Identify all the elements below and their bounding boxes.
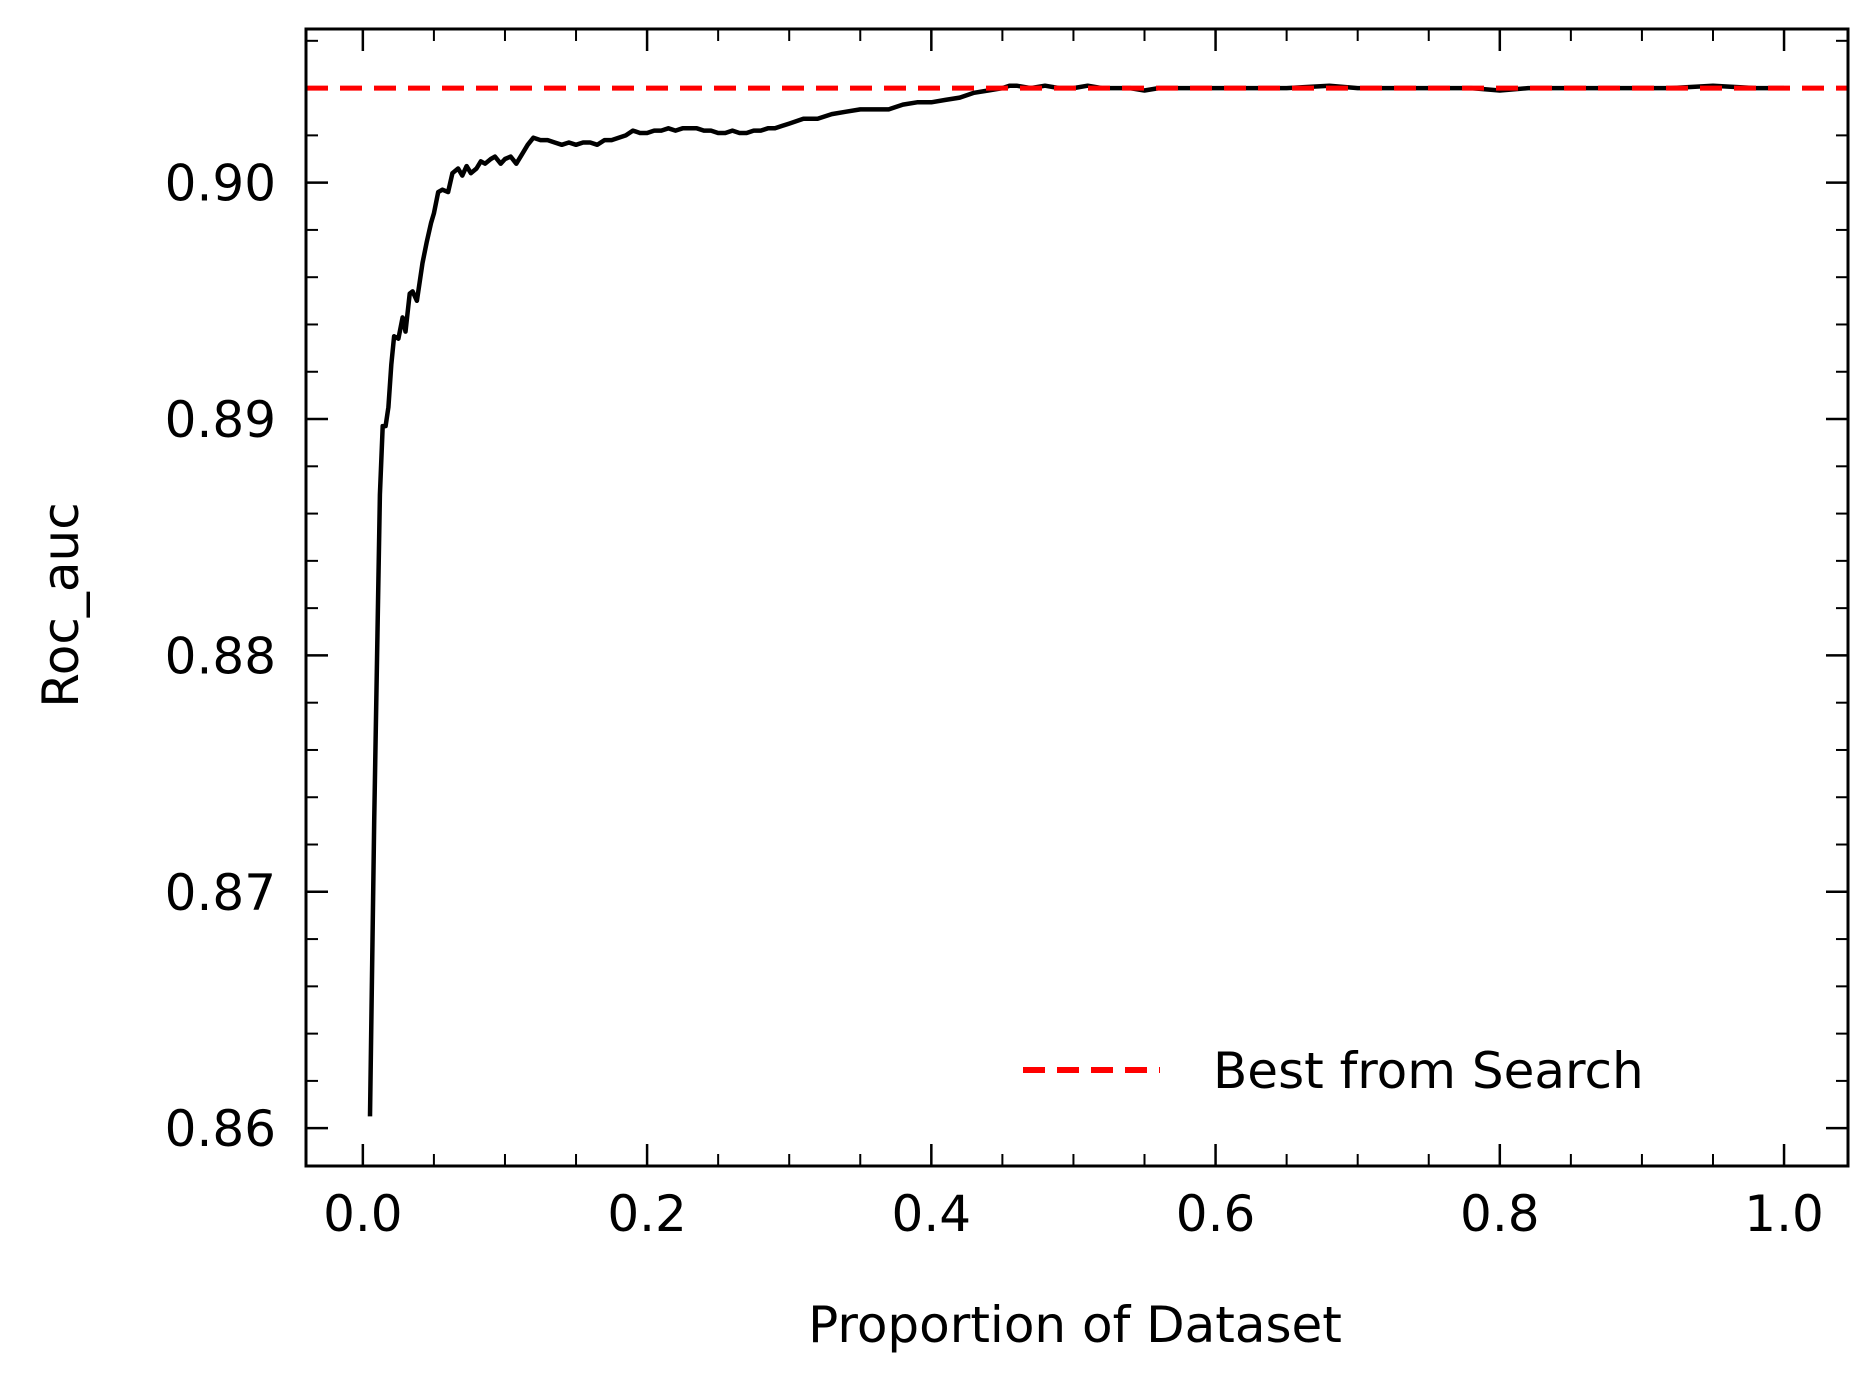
y-tick-label: 0.87 <box>165 864 276 922</box>
y-tick-label: 0.90 <box>165 155 276 213</box>
plot-frame <box>304 27 1850 1168</box>
x-tick-label: 0.2 <box>607 1185 687 1243</box>
x-tick-label: 0.6 <box>1176 1185 1256 1243</box>
axis-ticks <box>306 29 1848 1166</box>
x-tick-label: 0.0 <box>323 1185 403 1243</box>
x-axis-title: Proportion of Dataset <box>808 1296 1342 1354</box>
x-tick-label: 1.0 <box>1744 1185 1824 1243</box>
tick-labels: 0.0 0.2 0.4 0.6 0.8 1.0 0.86 0.87 0.88 0.89 0.90 <box>165 155 1824 1243</box>
x-tick-label: 0.4 <box>892 1185 972 1243</box>
y-tick-label: 0.89 <box>165 391 276 449</box>
y-tick-label: 0.86 <box>165 1100 276 1158</box>
legend: Best from Search <box>1023 1042 1644 1100</box>
y-axis-title: Roc_auc <box>32 502 90 707</box>
y-tick-label: 0.88 <box>165 627 276 685</box>
series-layer <box>306 83 1848 1117</box>
legend-label-best-from-search: Best from Search <box>1213 1042 1644 1100</box>
x-tick-label: 0.8 <box>1460 1185 1540 1243</box>
